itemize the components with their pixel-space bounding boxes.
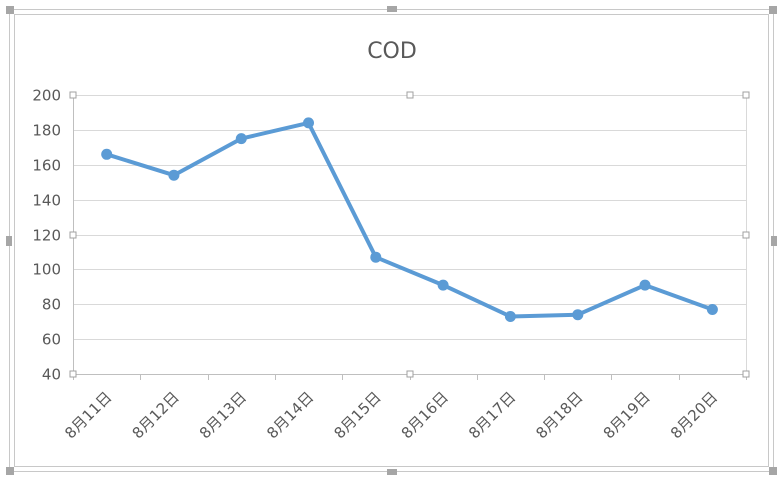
y-tick-label: 180 — [32, 122, 61, 140]
chart-inner-border — [14, 14, 769, 467]
y-tick-label: 200 — [32, 87, 61, 105]
y-tick-label: 160 — [32, 157, 61, 175]
chart-selection-frame[interactable] — [6, 6, 777, 475]
y-tick-label: 80 — [42, 296, 61, 314]
y-tick-label: 60 — [42, 331, 61, 349]
resize-handle-bottom[interactable] — [387, 469, 397, 475]
plot-area-handle[interactable] — [406, 370, 414, 378]
y-tick-label: 40 — [42, 366, 61, 384]
data-point-marker[interactable] — [504, 311, 516, 322]
data-point-marker[interactable] — [101, 148, 113, 160]
resize-handle-bottom-left[interactable] — [6, 467, 14, 475]
resize-handle-top-left[interactable] — [6, 6, 14, 14]
plot-area-handle[interactable] — [406, 91, 414, 99]
data-point-marker[interactable] — [303, 117, 314, 129]
y-tick-label: 100 — [32, 261, 61, 279]
data-point-marker[interactable] — [437, 279, 449, 291]
series-group — [101, 117, 718, 322]
plot-area-handle[interactable] — [742, 91, 750, 99]
data-point-marker[interactable] — [235, 133, 247, 145]
plot-area-handle[interactable] — [69, 370, 77, 378]
y-tick-label: 140 — [32, 192, 61, 210]
plot-area-handle[interactable] — [742, 231, 750, 239]
series-line[interactable] — [104, 120, 715, 319]
plot-area-handle[interactable] — [69, 91, 77, 99]
data-point-marker[interactable] — [168, 169, 180, 181]
resize-handle-right[interactable] — [771, 236, 777, 246]
chart-area-border — [9, 9, 774, 472]
resize-handle-left[interactable] — [6, 236, 12, 246]
y-tick-label: 120 — [32, 227, 61, 245]
resize-handle-bottom-right[interactable] — [769, 467, 777, 475]
chart-title: COD — [367, 39, 417, 64]
data-point-marker[interactable] — [639, 279, 651, 291]
data-point-marker[interactable] — [370, 251, 382, 263]
plot-area-handle[interactable] — [69, 231, 77, 239]
resize-handle-top-right[interactable] — [769, 6, 777, 14]
data-point-marker[interactable] — [706, 304, 718, 315]
resize-handle-top[interactable] — [387, 6, 397, 12]
data-point-marker[interactable] — [572, 309, 584, 321]
y-axis-tick-labels: 40 60 80 100 120 140 160 180 200 — [32, 87, 61, 384]
plot-area-handle[interactable] — [742, 370, 750, 378]
plot-area-selection-handles[interactable] — [69, 91, 750, 378]
